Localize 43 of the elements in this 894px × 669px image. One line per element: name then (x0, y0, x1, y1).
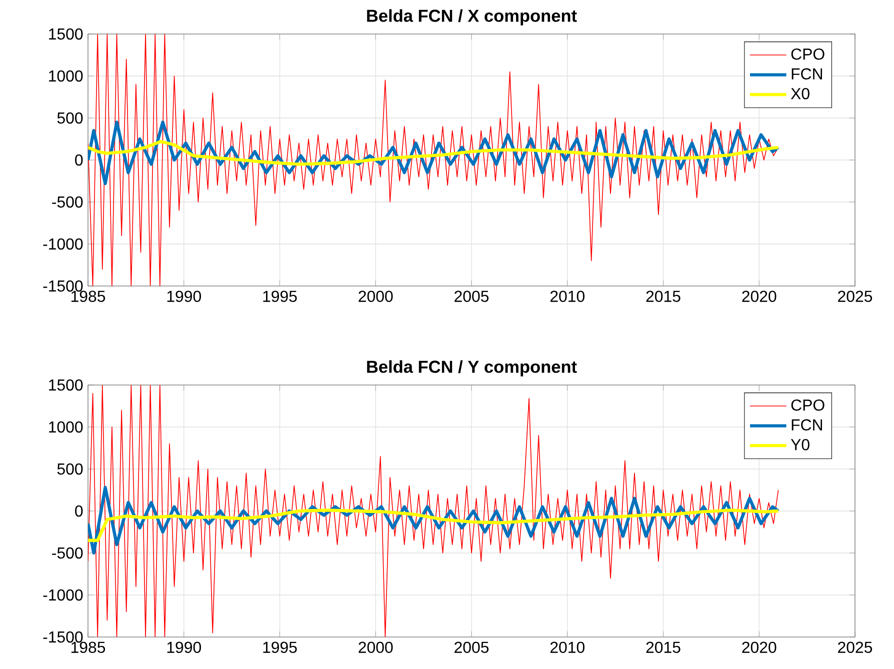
line-series (88, 34, 779, 286)
legend-label: FCN (792, 68, 822, 80)
line-series (88, 508, 780, 542)
line-series (88, 385, 779, 637)
y-tick-label: -1500 (43, 280, 83, 292)
y-tick-label: -1000 (43, 589, 83, 601)
y-tick-label: 1500 (49, 379, 83, 391)
y-tick-label: -500 (52, 196, 83, 208)
x-tick-label: 2010 (550, 290, 584, 302)
x-tick-label: 1995 (263, 642, 297, 653)
y-tick-label: 0 (75, 505, 83, 517)
x-tick-label: 2010 (550, 642, 584, 653)
x-tick-label: 2015 (646, 290, 680, 302)
x-tick-label: 2005 (454, 642, 489, 653)
x-tick-label: 1990 (167, 642, 201, 653)
y-tick-label: -1500 (43, 631, 83, 643)
x-tick-label: 2020 (742, 642, 776, 653)
legend-label: Y0 (790, 439, 810, 450)
x-tick-label: 2000 (358, 642, 393, 653)
x-tick-label: 1985 (71, 642, 106, 653)
x-tick-label: 2015 (646, 642, 680, 653)
y-tick-label: 1000 (49, 421, 83, 433)
x-tick-label: 2005 (454, 290, 489, 302)
legend-label: X0 (790, 88, 810, 100)
chart-title: Belda FCN / X component (367, 9, 577, 26)
x-tick-label: 2000 (358, 290, 393, 302)
y-tick-label: 500 (57, 112, 83, 124)
y-tick-label: 1000 (49, 70, 83, 82)
y-tick-label: -1000 (43, 238, 83, 250)
chart-title: Belda FCN / Y component (367, 360, 577, 376)
y-tick-label: 0 (75, 154, 83, 166)
legend-label: FCN (792, 419, 822, 431)
y-tick-label: 500 (57, 463, 83, 475)
y-tick-label: 1500 (49, 28, 83, 40)
x-tick-label: 2020 (742, 290, 776, 302)
x-tick-label: 1995 (263, 290, 297, 302)
x-tick-label: 2025 (838, 642, 872, 653)
x-tick-label: 1985 (71, 290, 106, 302)
x-tick-label: 1990 (167, 290, 201, 302)
x-tick-label: 2025 (838, 290, 872, 302)
legend-label: CPO (791, 48, 824, 60)
legend-label: CPO (791, 399, 824, 411)
y-tick-label: -500 (52, 547, 83, 559)
